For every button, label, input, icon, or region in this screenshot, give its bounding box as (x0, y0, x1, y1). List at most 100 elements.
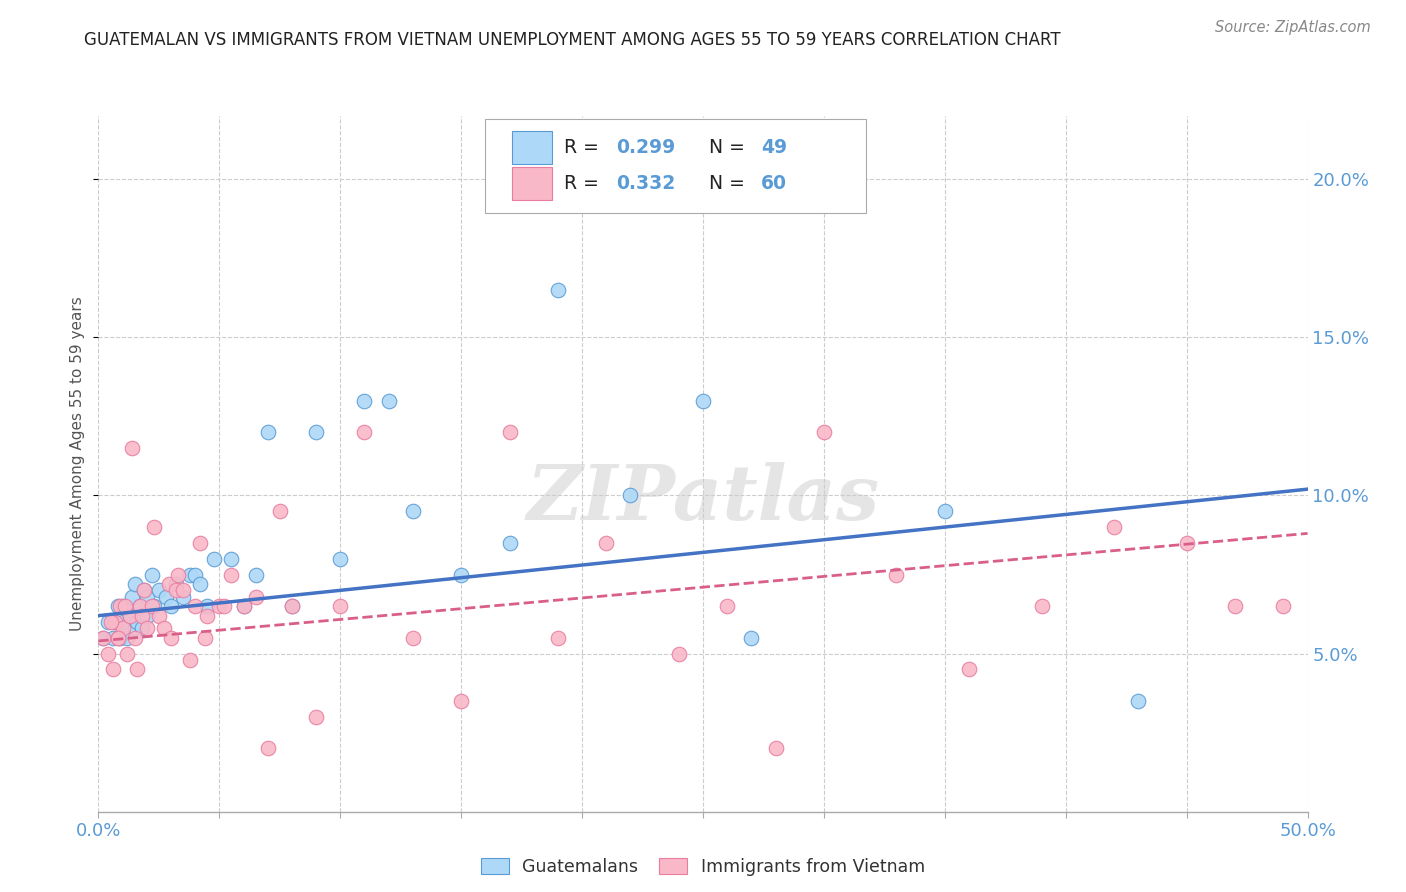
Point (179, 653, 201, 667)
Point (124, 631, 146, 645)
Text: 49: 49 (761, 137, 787, 157)
Point (160, 599, 183, 614)
Point (104, 615, 127, 629)
Point (547, 631, 569, 645)
Text: N =: N = (709, 174, 751, 193)
Text: GUATEMALAN VS IMMIGRANTS FROM VIETNAM UNEMPLOYMENT AMONG AGES 55 TO 59 YEARS COR: GUATEMALAN VS IMMIGRANTS FROM VIETNAM UN… (84, 31, 1062, 49)
Text: N =: N = (709, 137, 751, 157)
Point (353, 425, 375, 440)
Text: 60: 60 (761, 174, 787, 193)
Point (934, 504, 956, 518)
Point (232, 599, 254, 614)
Point (221, 551, 243, 566)
FancyBboxPatch shape (485, 120, 866, 213)
Point (107, 599, 129, 614)
Point (127, 662, 149, 676)
Point (188, 536, 211, 550)
Point (1272, 599, 1295, 614)
Point (118, 608, 141, 623)
Point (957, 662, 980, 676)
Point (256, 741, 278, 756)
Point (134, 583, 156, 598)
Point (135, 608, 157, 623)
Text: R =: R = (564, 174, 605, 193)
Point (813, 425, 835, 440)
Point (208, 599, 231, 614)
Point (111, 599, 134, 614)
Y-axis label: Unemployment Among Ages 55 to 59 years: Unemployment Among Ages 55 to 59 years (70, 296, 86, 632)
Point (619, 488, 641, 502)
Point (121, 441, 143, 455)
Point (329, 599, 352, 614)
Point (305, 710, 328, 724)
Point (172, 590, 194, 604)
Point (450, 567, 472, 582)
Point (111, 621, 134, 635)
Point (740, 631, 762, 645)
Point (184, 599, 207, 614)
Point (131, 608, 153, 623)
Point (165, 583, 187, 598)
Point (157, 577, 180, 591)
Point (108, 631, 131, 645)
Point (498, 425, 520, 440)
Point (281, 599, 304, 614)
Point (143, 599, 166, 614)
Point (595, 536, 617, 550)
Point (765, 741, 787, 756)
Text: 0.332: 0.332 (616, 174, 675, 193)
Point (100, 615, 122, 629)
Point (107, 631, 129, 645)
Point (221, 567, 243, 582)
Point (101, 662, 124, 676)
Text: Source: ZipAtlas.com: Source: ZipAtlas.com (1215, 20, 1371, 35)
Point (188, 577, 211, 591)
Point (165, 577, 187, 591)
Point (377, 393, 399, 408)
FancyBboxPatch shape (512, 167, 553, 200)
Point (155, 590, 177, 604)
Point (305, 425, 328, 440)
Point (194, 631, 217, 645)
Point (281, 599, 304, 614)
Point (167, 567, 190, 582)
Text: R =: R = (564, 137, 605, 157)
Point (91, 631, 114, 645)
Point (121, 590, 143, 604)
Point (547, 283, 569, 297)
Point (1223, 599, 1246, 614)
Point (131, 621, 153, 635)
Point (402, 631, 425, 645)
Point (886, 567, 908, 582)
Point (111, 615, 134, 629)
Legend: Guatemalans, Immigrants from Vietnam: Guatemalans, Immigrants from Vietnam (474, 851, 932, 883)
Point (124, 621, 146, 635)
Point (128, 599, 150, 614)
Point (134, 583, 156, 598)
FancyBboxPatch shape (512, 130, 553, 164)
Point (101, 631, 124, 645)
Point (269, 504, 291, 518)
Point (143, 520, 166, 534)
Point (117, 631, 139, 645)
Point (152, 621, 174, 635)
Point (97, 647, 120, 661)
Point (108, 599, 131, 614)
Point (353, 393, 375, 408)
Text: ZIPatlas: ZIPatlas (526, 462, 880, 535)
Point (498, 536, 520, 550)
Point (141, 599, 163, 614)
Point (104, 615, 127, 629)
Point (127, 615, 149, 629)
Point (135, 590, 157, 604)
Point (118, 608, 141, 623)
Point (124, 577, 146, 591)
Point (256, 425, 278, 440)
Point (692, 393, 714, 408)
Point (195, 599, 218, 614)
Point (184, 567, 207, 582)
Point (402, 504, 425, 518)
Point (114, 599, 136, 614)
Point (117, 647, 139, 661)
Point (128, 599, 150, 614)
